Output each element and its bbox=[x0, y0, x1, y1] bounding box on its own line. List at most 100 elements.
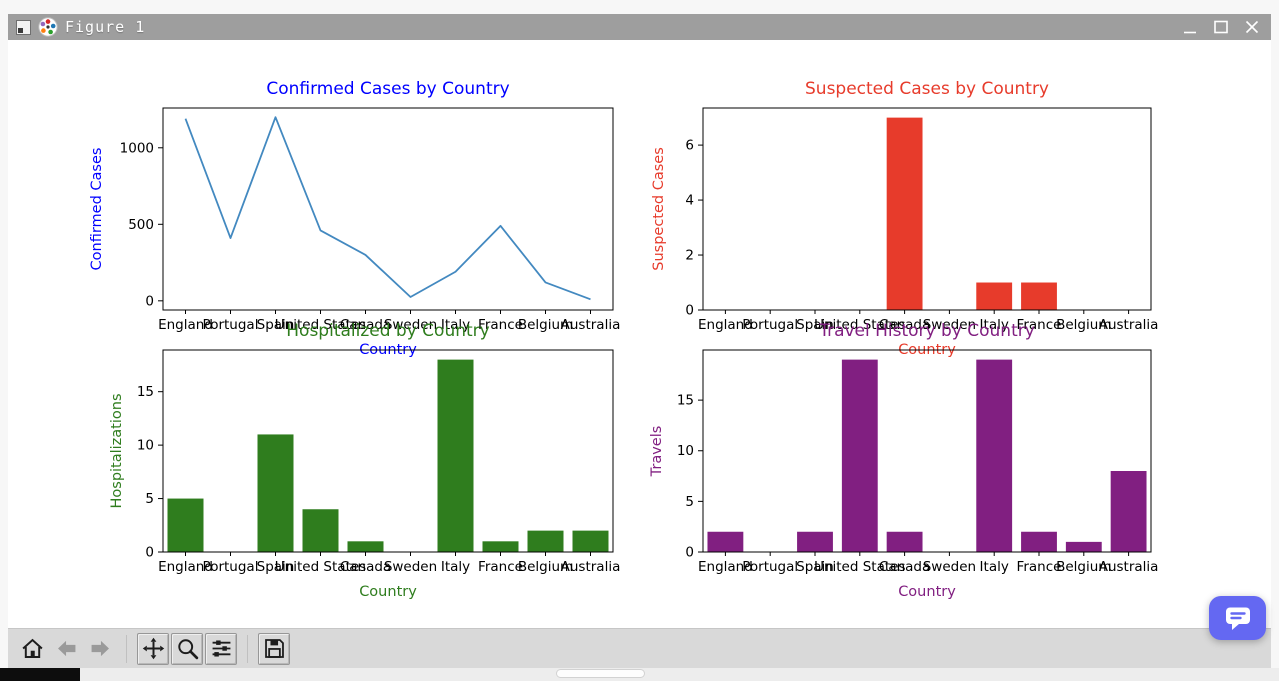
svg-text:Spain: Spain bbox=[796, 317, 834, 333]
svg-text:Hospitalizations: Hospitalizations bbox=[109, 393, 125, 508]
zoom-button[interactable] bbox=[171, 632, 203, 665]
svg-text:Canada: Canada bbox=[340, 317, 391, 333]
svg-text:Sweden: Sweden bbox=[923, 317, 976, 333]
svg-text:6: 6 bbox=[685, 138, 694, 154]
svg-text:Belgium: Belgium bbox=[518, 559, 573, 575]
minimize-button[interactable] bbox=[1179, 16, 1201, 38]
save-button[interactable] bbox=[258, 632, 290, 665]
forward-button[interactable] bbox=[84, 632, 116, 665]
svg-text:Italy: Italy bbox=[980, 317, 1009, 333]
pan-button[interactable] bbox=[137, 632, 169, 665]
svg-text:Italy: Italy bbox=[441, 317, 470, 333]
svg-text:0: 0 bbox=[685, 303, 694, 319]
matplotlib-icon bbox=[38, 17, 58, 37]
zoom-icon bbox=[177, 639, 198, 660]
toolbar-divider bbox=[126, 634, 127, 663]
svg-text:France: France bbox=[1017, 559, 1062, 575]
horizontal-scrollbar-thumb[interactable] bbox=[556, 669, 645, 678]
figure-canvas: 0 500 1000 England Portugal Spain United State… bbox=[8, 40, 1271, 628]
subplots-icon bbox=[212, 640, 230, 657]
figure-window: Figure 1 0 500 1000 England Portugal Spain Uni… bbox=[8, 14, 1271, 668]
svg-text:Suspected Cases: Suspected Cases bbox=[651, 147, 667, 271]
svg-text:0: 0 bbox=[145, 293, 154, 309]
svg-text:France: France bbox=[1017, 317, 1062, 333]
svg-text:United States: United States bbox=[275, 559, 366, 575]
maximize-button[interactable] bbox=[1210, 16, 1232, 38]
svg-text:United States: United States bbox=[814, 559, 905, 575]
svg-text:Canada: Canada bbox=[340, 559, 391, 575]
svg-text:15: 15 bbox=[677, 393, 694, 409]
svg-text:Confirmed Cases: Confirmed Cases bbox=[89, 148, 105, 271]
svg-text:Belgium: Belgium bbox=[1056, 559, 1111, 575]
back-button[interactable] bbox=[50, 632, 82, 665]
svg-text:England: England bbox=[698, 317, 753, 333]
svg-text:2: 2 bbox=[685, 248, 694, 264]
svg-text:Belgium: Belgium bbox=[518, 317, 573, 333]
svg-text:England: England bbox=[698, 559, 753, 575]
svg-text:Sweden: Sweden bbox=[923, 559, 976, 575]
chat-overlay-button[interactable] bbox=[1209, 596, 1266, 640]
desktop-bottom-strip bbox=[0, 668, 1279, 681]
svg-text:Italy: Italy bbox=[980, 559, 1009, 575]
svg-text:Belgium: Belgium bbox=[1056, 317, 1111, 333]
svg-text:Spain: Spain bbox=[796, 559, 834, 575]
window-title: Figure 1 bbox=[65, 18, 146, 36]
svg-text:10: 10 bbox=[677, 443, 694, 459]
toolbar-divider bbox=[247, 634, 248, 663]
svg-text:4: 4 bbox=[685, 193, 694, 209]
navigation-toolbar bbox=[8, 628, 1271, 668]
svg-text:Australia: Australia bbox=[1099, 317, 1159, 333]
svg-text:Spain: Spain bbox=[257, 317, 295, 333]
svg-text:Portugal: Portugal bbox=[742, 317, 798, 333]
svg-text:Canada: Canada bbox=[879, 559, 930, 575]
svg-text:Sweden: Sweden bbox=[384, 317, 437, 333]
window-controls bbox=[1179, 16, 1263, 38]
svg-text:10: 10 bbox=[137, 438, 154, 454]
pan-icon bbox=[142, 637, 164, 660]
titlebar[interactable]: Figure 1 bbox=[8, 14, 1271, 40]
home-icon bbox=[21, 638, 43, 658]
svg-text:Australia: Australia bbox=[1099, 559, 1159, 575]
svg-text:United States: United States bbox=[814, 317, 905, 333]
svg-text:15: 15 bbox=[137, 384, 154, 400]
svg-text:Hospitalized by Country: Hospitalized by Country bbox=[286, 321, 489, 341]
svg-text:5: 5 bbox=[685, 494, 694, 510]
svg-text:England: England bbox=[158, 559, 213, 575]
window-menu-icon[interactable] bbox=[16, 19, 31, 35]
svg-text:Canada: Canada bbox=[879, 317, 930, 333]
chat-icon bbox=[1225, 607, 1250, 630]
close-icon bbox=[1245, 20, 1259, 34]
svg-text:500: 500 bbox=[128, 217, 154, 233]
forward-icon bbox=[91, 640, 109, 657]
svg-text:France: France bbox=[478, 317, 523, 333]
svg-text:Australia: Australia bbox=[561, 317, 621, 333]
svg-text:England: England bbox=[158, 317, 213, 333]
svg-text:Travel History by Country: Travel History by Country bbox=[818, 321, 1035, 341]
bottom-black-strip bbox=[0, 668, 80, 681]
svg-text:United States: United States bbox=[275, 317, 366, 333]
svg-text:Country: Country bbox=[898, 584, 956, 600]
home-button[interactable] bbox=[16, 632, 48, 665]
svg-text:Portugal: Portugal bbox=[203, 559, 259, 575]
svg-text:Australia: Australia bbox=[561, 559, 621, 575]
svg-text:1000: 1000 bbox=[120, 140, 154, 156]
maximize-icon bbox=[1214, 20, 1228, 34]
save-icon bbox=[264, 639, 284, 658]
subplots-button[interactable] bbox=[205, 632, 237, 665]
svg-text:Country: Country bbox=[359, 584, 417, 600]
svg-text:5: 5 bbox=[145, 491, 154, 507]
svg-text:Suspected Cases by Country: Suspected Cases by Country bbox=[805, 79, 1049, 99]
svg-text:Spain: Spain bbox=[257, 559, 295, 575]
svg-text:Travels: Travels bbox=[649, 426, 665, 478]
svg-text:Portugal: Portugal bbox=[203, 317, 259, 333]
svg-text:0: 0 bbox=[685, 545, 694, 561]
svg-text:Confirmed Cases by Country: Confirmed Cases by Country bbox=[266, 79, 509, 99]
back-icon bbox=[57, 640, 75, 657]
close-button[interactable] bbox=[1241, 16, 1263, 38]
minimize-icon bbox=[1184, 31, 1196, 34]
